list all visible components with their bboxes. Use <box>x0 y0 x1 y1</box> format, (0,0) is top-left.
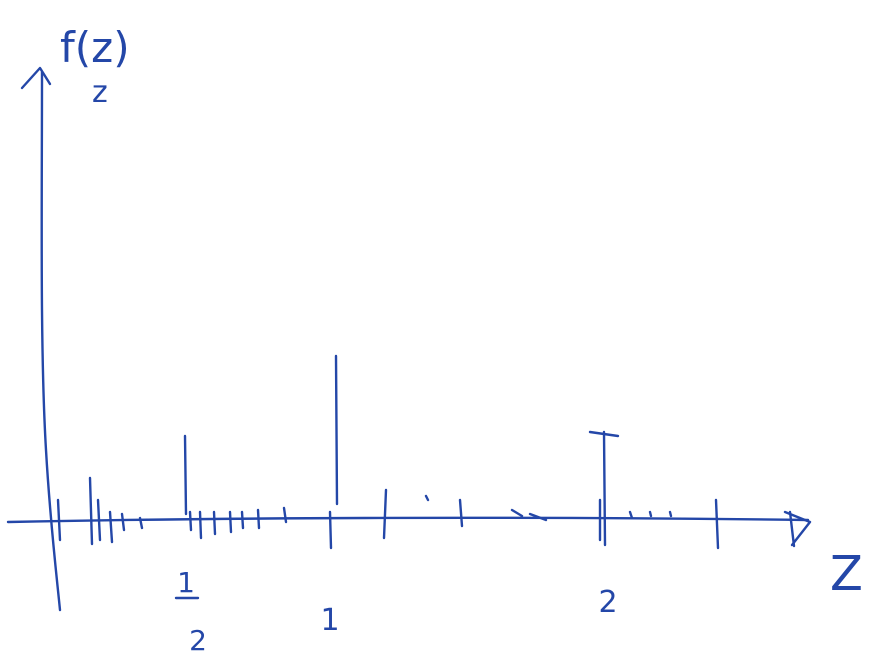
spike <box>334 354 339 506</box>
tick-label: 2 <box>598 585 617 620</box>
spike <box>588 430 620 547</box>
tick-label: 1 <box>320 603 339 638</box>
tick-label-denominator: 2 <box>189 624 207 657</box>
x-axis <box>6 516 810 524</box>
x-axis-label: Z <box>830 546 863 602</box>
y-axis-label: f(z) <box>60 23 130 72</box>
y-axis-arrow <box>20 66 52 90</box>
y-axis <box>40 70 62 612</box>
tick-mark <box>56 476 796 550</box>
spike <box>183 434 188 516</box>
x-axis-arrow <box>783 510 812 547</box>
y-axis-subscript: z <box>92 75 108 110</box>
tick-label-numerator: 1 <box>177 566 195 599</box>
